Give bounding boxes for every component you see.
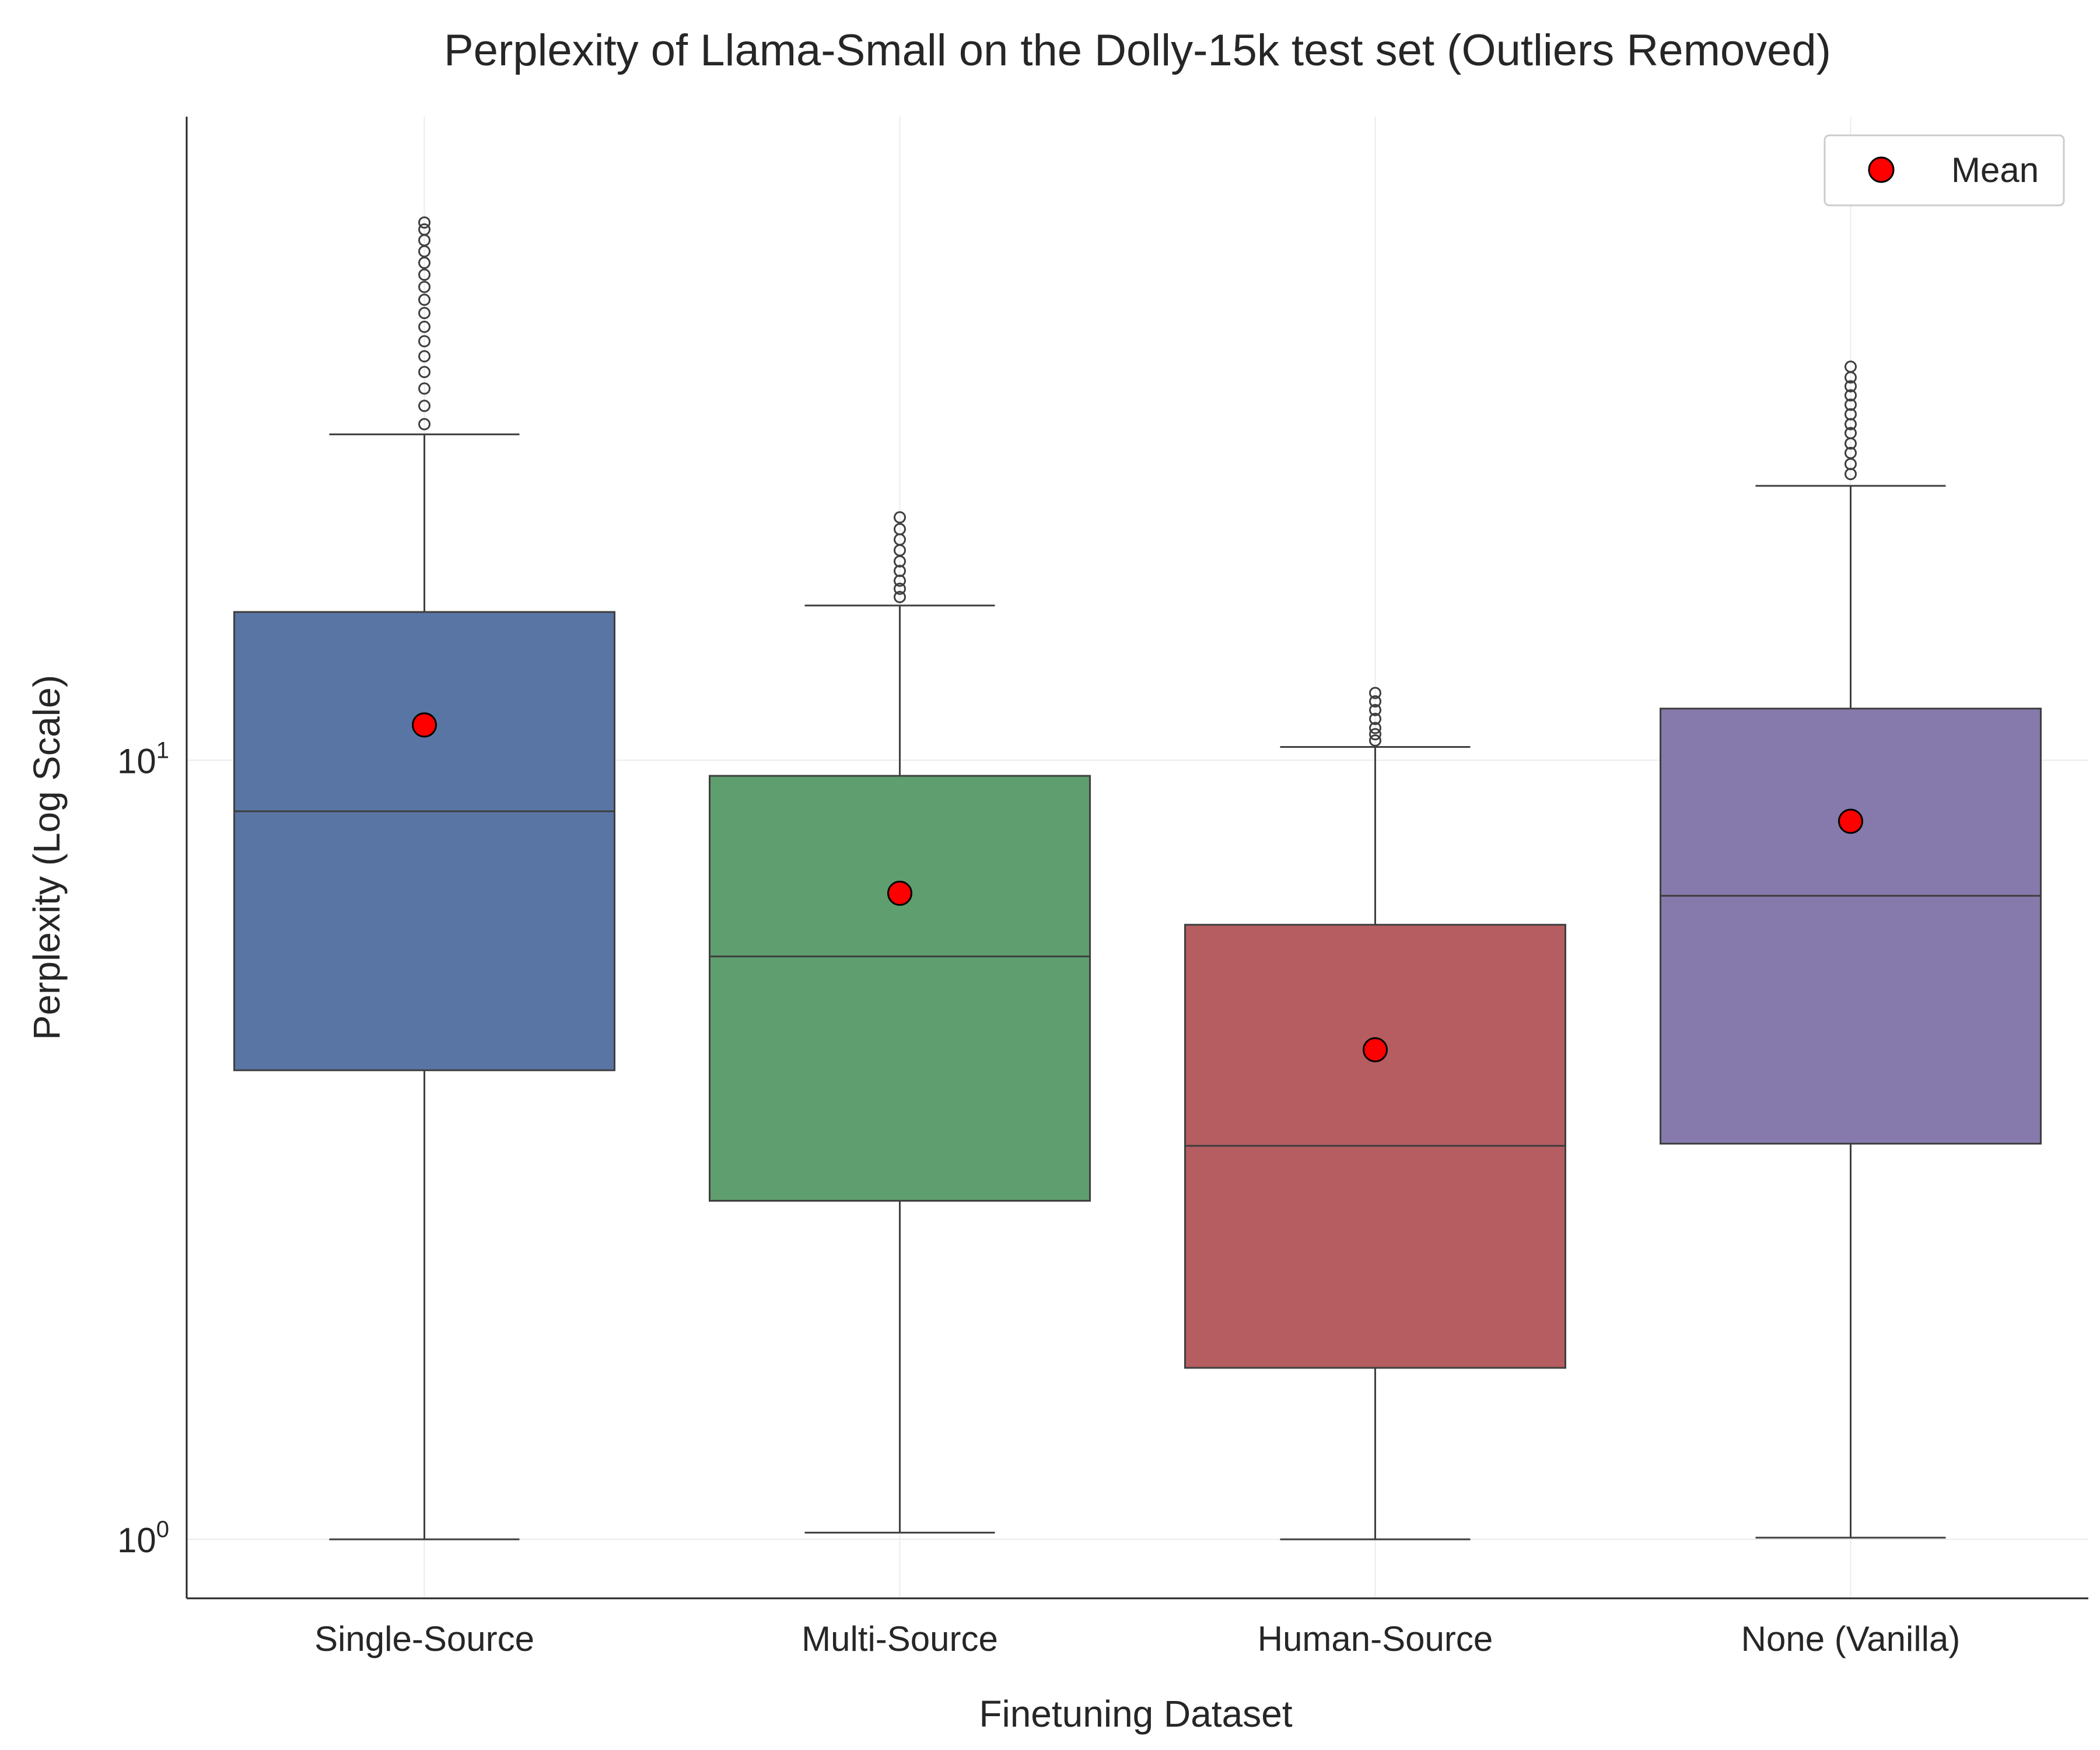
outlier-point	[418, 335, 430, 348]
outlier-point	[418, 350, 430, 363]
outlier-point	[894, 582, 906, 595]
outlier-point	[894, 511, 906, 524]
outlier-point	[418, 293, 430, 306]
legend-frame	[1824, 134, 2065, 206]
chart-title: Perplexity of Llama-Small on the Dolly-1…	[444, 26, 1831, 75]
box-plot-marks	[233, 216, 2042, 1541]
outlier-point	[418, 320, 430, 333]
axes	[186, 117, 2088, 1600]
outlier-point	[418, 216, 430, 229]
outlier-point	[1369, 734, 1381, 747]
outlier-point	[1845, 398, 1857, 411]
outlier-point	[418, 268, 430, 281]
iqr-box	[1660, 708, 2042, 1145]
outlier-point	[418, 382, 430, 395]
outlier-point	[1845, 426, 1857, 439]
outlier-point	[418, 223, 430, 236]
legend-mean-label: Mean	[1951, 150, 2039, 190]
outlier-point	[1369, 712, 1381, 725]
outlier-point	[1369, 722, 1381, 734]
x-tick-label: None (Vanilla)	[1741, 1619, 1961, 1658]
mean-marker	[412, 712, 437, 738]
outlier-point	[1369, 728, 1381, 741]
outlier-point	[1369, 687, 1381, 699]
outlier-point	[1369, 695, 1381, 708]
outlier-point	[418, 366, 430, 379]
outlier-point	[894, 565, 906, 578]
x-tick-label: Human-Source	[1258, 1619, 1493, 1658]
iqr-box	[233, 611, 615, 1072]
box-group	[709, 511, 1091, 1534]
y-tick-label: 100	[117, 1517, 169, 1560]
outlier-point	[418, 418, 430, 430]
outlier-point	[894, 590, 906, 603]
outlier-point	[1845, 389, 1857, 402]
outlier-point	[418, 281, 430, 293]
x-tick-labels: Single-Source Multi-Source Human-Source Non…	[314, 1619, 1960, 1658]
x-tick-label: Single-Source	[314, 1619, 534, 1658]
box-group	[233, 216, 615, 1541]
outlier-point	[1845, 408, 1857, 421]
box-group	[1660, 360, 2042, 1539]
outlier-point	[1369, 704, 1381, 716]
mean-marker	[1838, 808, 1863, 834]
iqr-box	[709, 775, 1091, 1202]
outlier-point	[894, 523, 906, 536]
mean-marker	[1363, 1037, 1388, 1063]
x-axis-title: Finetuning Dataset	[979, 1693, 1292, 1735]
x-tick-label: Multi-Source	[802, 1619, 998, 1658]
outlier-point	[1845, 360, 1857, 373]
outlier-point	[418, 257, 430, 270]
outlier-point	[1845, 380, 1857, 393]
outlier-point	[1845, 446, 1857, 459]
mean-marker	[887, 880, 912, 906]
box-group	[1184, 687, 1566, 1541]
outlier-point	[418, 307, 430, 320]
y-tick-label: 101	[117, 737, 169, 780]
y-tick-labels: 100 101	[117, 737, 169, 1560]
outlier-point	[418, 400, 430, 412]
y-axis-title: Perplexity (Log Scale)	[26, 675, 68, 1040]
legend-mean-marker	[1868, 156, 1895, 183]
legend: Mean	[1824, 134, 2065, 206]
